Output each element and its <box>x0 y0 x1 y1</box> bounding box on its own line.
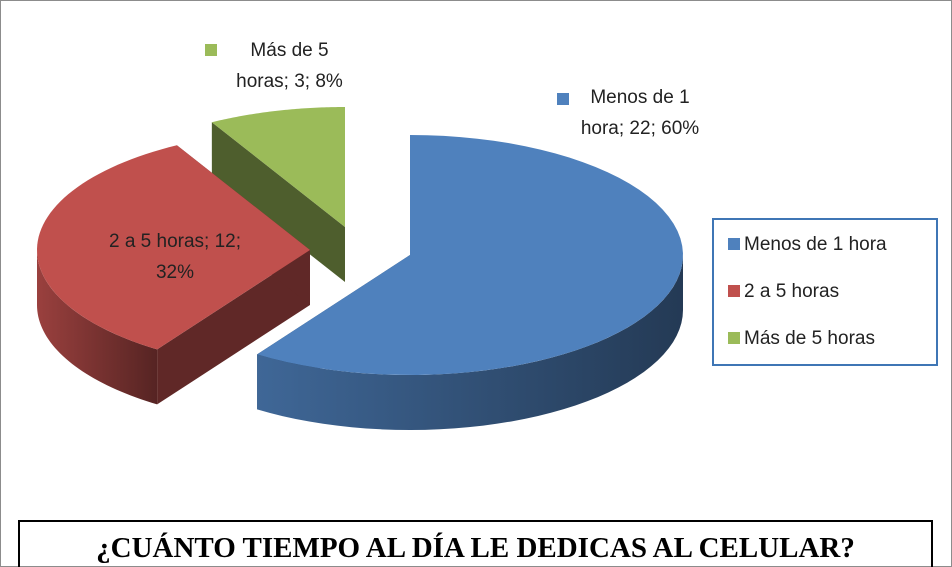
data-label-key <box>557 93 569 105</box>
legend-swatch <box>728 285 740 297</box>
legend-item: Menos de 1 hora <box>728 234 887 256</box>
legend: Menos de 1 hora 2 a 5 horas Más de 5 horas <box>712 218 938 366</box>
pie-slice <box>257 135 683 375</box>
pie-slice <box>37 145 311 350</box>
legend-label: Menos de 1 hora <box>744 234 887 255</box>
data-label: 2 a 5 horas; 12; 32% <box>108 231 242 283</box>
data-label: Más de 5 horas; 3; 8% <box>236 40 343 92</box>
slice-side <box>257 255 683 430</box>
slice-cut-face <box>157 250 310 405</box>
legend-label: 2 a 5 horas <box>744 281 840 302</box>
data-label-key <box>205 44 217 56</box>
pie-slice <box>211 107 345 227</box>
chart-title: ¿CUÁNTO TIEMPO AL DÍA LE DEDICAS AL CELU… <box>18 520 933 567</box>
slice-cut-face <box>211 122 345 282</box>
slice-side <box>37 250 158 405</box>
legend-swatch <box>728 332 740 344</box>
legend-label: Más de 5 horas <box>744 328 875 349</box>
data-label: Menos de 1 hora; 22; 60% <box>580 87 700 139</box>
legend-item: Más de 5 horas <box>728 328 875 350</box>
legend-swatch <box>728 238 740 250</box>
legend-item: 2 a 5 horas <box>728 281 839 303</box>
